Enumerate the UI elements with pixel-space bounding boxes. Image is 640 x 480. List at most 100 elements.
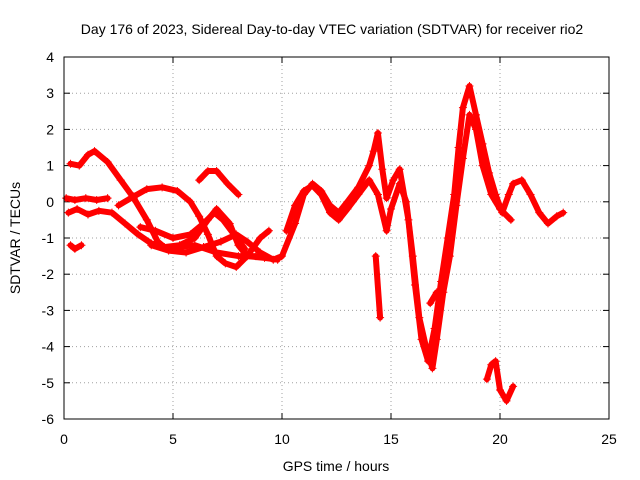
data-point: [502, 396, 511, 405]
data-point: [378, 165, 387, 174]
series-trace: [483, 358, 517, 404]
data-point: [234, 252, 243, 261]
y-tick-label: -4: [42, 339, 55, 355]
data-point: [142, 215, 151, 224]
data-point: [75, 161, 84, 170]
data-point: [299, 186, 308, 195]
data-point: [203, 167, 212, 176]
data-point: [134, 230, 143, 239]
data-point: [256, 248, 265, 257]
data-point: [221, 259, 230, 268]
data-point: [256, 234, 265, 242]
data-point: [190, 234, 199, 242]
data-point: [402, 197, 411, 206]
data-point: [291, 201, 300, 210]
data-point: [147, 241, 156, 250]
data-point: [173, 186, 182, 195]
data-point: [543, 219, 552, 228]
data-point: [212, 252, 221, 261]
chart-title: Day 176 of 2023, Sidereal Day-to-day VTE…: [81, 21, 584, 37]
data-point: [354, 190, 363, 199]
x-tick-label: 15: [383, 431, 399, 447]
data-point: [482, 375, 491, 384]
data-point: [243, 252, 252, 261]
y-tick-label: -2: [42, 266, 55, 282]
y-tick-label: 1: [46, 158, 54, 174]
data-point: [369, 147, 378, 156]
data-point: [373, 129, 382, 138]
data-point: [212, 167, 221, 176]
data-point: [77, 241, 86, 250]
data-point: [186, 230, 195, 239]
plot-frame: [63, 56, 610, 420]
data-point: [458, 103, 467, 112]
y-tick-label: 3: [46, 85, 54, 101]
data-point: [232, 230, 241, 239]
data-point: [371, 252, 380, 261]
data-point: [158, 183, 167, 192]
data-point: [219, 215, 228, 224]
data-point: [509, 179, 518, 188]
data-point: [517, 176, 526, 185]
data-point: [243, 237, 252, 246]
series-sat-b: [66, 147, 260, 261]
data-point: [90, 147, 99, 156]
data-point: [182, 248, 191, 257]
data-point: [373, 190, 382, 199]
data-point: [472, 125, 481, 134]
series-trace: [148, 83, 567, 365]
series-sat-k: [371, 252, 385, 322]
data-point: [478, 161, 487, 170]
data-point: [83, 150, 92, 159]
grid: [64, 57, 609, 419]
data-point: [195, 212, 204, 221]
data-point: [114, 201, 123, 210]
series-sat-g: [147, 81, 568, 366]
x-tick-label: 10: [274, 431, 290, 447]
series-sat-l: [426, 288, 441, 308]
data-point: [64, 208, 73, 217]
x-tick-label: 25: [601, 431, 617, 447]
y-axis-label: SDTVAR / TECUs: [7, 182, 23, 294]
series-trace: [67, 242, 85, 252]
y-tick-label: -3: [42, 302, 55, 318]
data-point: [334, 215, 343, 224]
data-point: [506, 215, 515, 224]
data-point: [234, 190, 243, 199]
data-point: [116, 176, 125, 185]
axis-ticks: 0 5 10 15 20 25 -6 -5 -4 -3 -2 -1 0 1 2 3 4: [42, 49, 617, 447]
data-point: [195, 176, 204, 185]
y-tick-label: 0: [46, 194, 54, 210]
data-point: [395, 179, 404, 188]
data-point: [103, 194, 112, 203]
data-point: [365, 161, 374, 170]
data-point: [240, 244, 249, 253]
series-sat-e: [195, 167, 243, 199]
series-sat-i: [482, 357, 518, 405]
data-point: [103, 157, 112, 166]
data-point: [282, 226, 291, 235]
data-point: [445, 252, 454, 261]
data-point: [387, 205, 395, 214]
data-point: [278, 252, 286, 261]
data-point: [465, 81, 474, 90]
data-point: [317, 190, 326, 199]
data-point: [136, 223, 145, 232]
data-point: [121, 219, 130, 228]
data-point: [129, 192, 138, 201]
x-axis-label: GPS time / hours: [283, 458, 390, 474]
data-point: [186, 197, 195, 206]
data-point: [376, 313, 385, 322]
data-point: [142, 185, 151, 194]
data-point: [421, 342, 430, 351]
data-point: [487, 360, 496, 369]
data-point: [308, 181, 317, 190]
data-point: [199, 243, 208, 252]
data-point: [325, 208, 334, 217]
data-point: [426, 299, 435, 308]
data-point: [199, 219, 208, 228]
data-point: [66, 241, 75, 250]
data-point: [151, 226, 160, 235]
data-point: [526, 190, 535, 199]
